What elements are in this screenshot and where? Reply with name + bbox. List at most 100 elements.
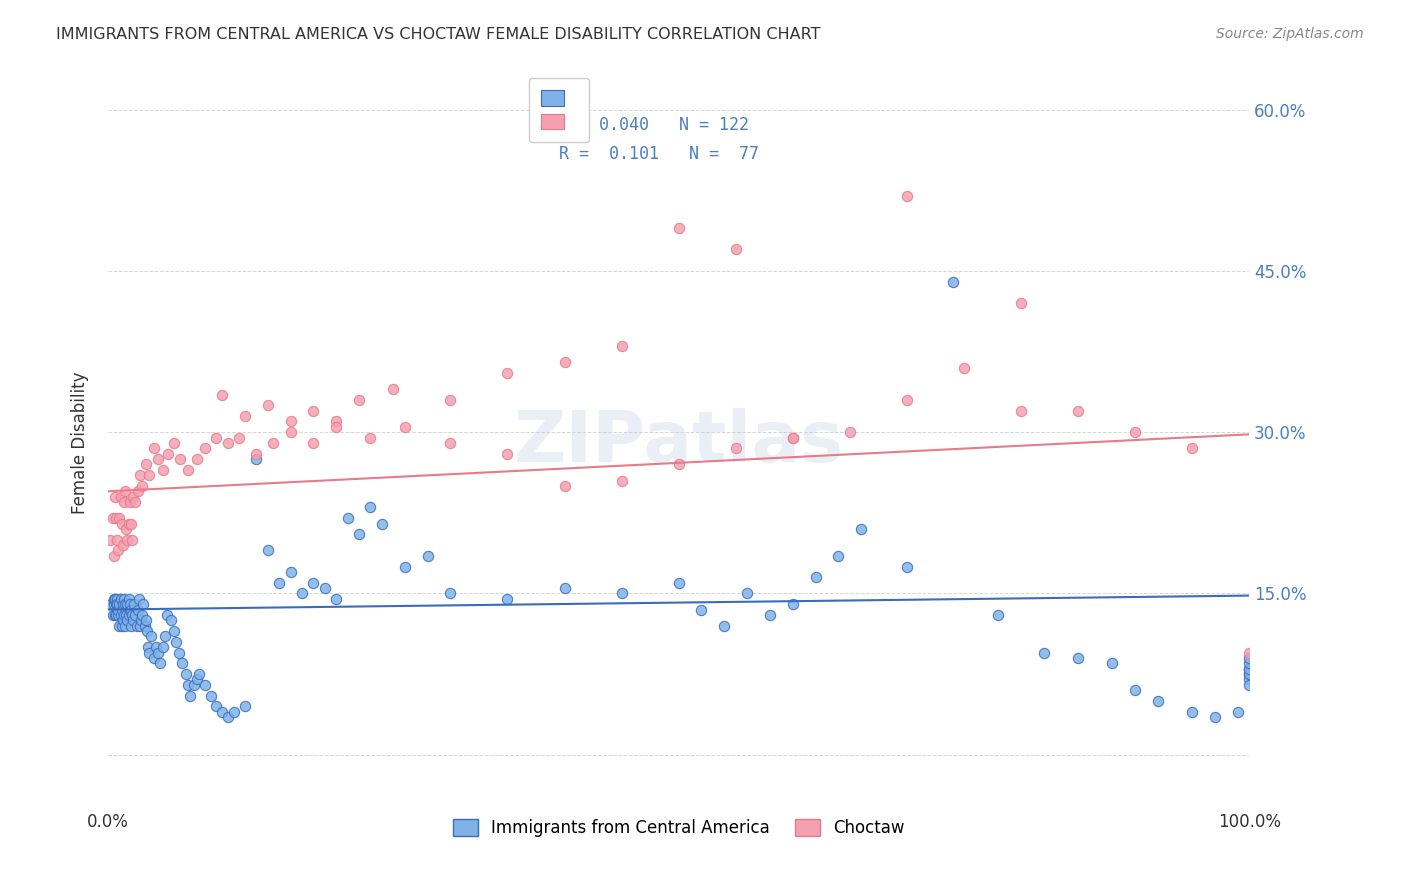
Point — [131, 607, 153, 622]
Point — [129, 468, 152, 483]
Point — [896, 559, 918, 574]
Point — [177, 678, 200, 692]
Point — [129, 618, 152, 632]
Point — [610, 474, 633, 488]
Point — [1181, 705, 1204, 719]
Point — [186, 673, 208, 687]
Point — [394, 419, 416, 434]
Point — [135, 624, 157, 638]
Point — [104, 597, 127, 611]
Point — [169, 452, 191, 467]
Point — [174, 667, 197, 681]
Point — [1010, 403, 1032, 417]
Point — [117, 607, 139, 622]
Point — [610, 586, 633, 600]
Point — [953, 360, 976, 375]
Point — [138, 468, 160, 483]
Point — [118, 495, 141, 509]
Point — [194, 678, 217, 692]
Point — [105, 597, 128, 611]
Point — [782, 431, 804, 445]
Point — [177, 463, 200, 477]
Point — [222, 705, 245, 719]
Point — [1123, 425, 1146, 440]
Point — [211, 705, 233, 719]
Point — [122, 597, 145, 611]
Point — [1239, 678, 1261, 692]
Point — [188, 667, 211, 681]
Point — [217, 436, 239, 450]
Y-axis label: Female Disability: Female Disability — [72, 372, 89, 514]
Point — [782, 597, 804, 611]
Point — [100, 597, 122, 611]
Point — [134, 618, 156, 632]
Point — [103, 597, 125, 611]
Point — [127, 602, 149, 616]
Point — [135, 613, 157, 627]
Point — [114, 597, 136, 611]
Point — [382, 382, 405, 396]
Point — [1181, 442, 1204, 456]
Point — [233, 699, 256, 714]
Point — [111, 613, 134, 627]
Point — [110, 490, 132, 504]
Point — [131, 479, 153, 493]
Point — [280, 565, 302, 579]
Point — [217, 710, 239, 724]
Point — [117, 591, 139, 606]
Text: Source: ZipAtlas.com: Source: ZipAtlas.com — [1216, 27, 1364, 41]
Point — [129, 613, 152, 627]
Point — [553, 355, 575, 369]
Point — [245, 452, 267, 467]
Point — [1239, 657, 1261, 671]
Point — [157, 447, 180, 461]
Point — [360, 500, 382, 515]
Point — [439, 586, 461, 600]
Point — [291, 586, 314, 600]
Point — [104, 607, 127, 622]
Point — [128, 591, 150, 606]
Point — [104, 591, 127, 606]
Point — [827, 549, 849, 563]
Point — [1239, 651, 1261, 665]
Point — [107, 543, 129, 558]
Point — [205, 699, 228, 714]
Point — [302, 575, 325, 590]
Point — [1204, 710, 1226, 724]
Point — [115, 607, 138, 622]
Point — [121, 607, 143, 622]
Point — [105, 533, 128, 547]
Point — [553, 479, 575, 493]
Point — [153, 630, 176, 644]
Point — [120, 516, 142, 531]
Point — [121, 533, 143, 547]
Point — [439, 392, 461, 407]
Point — [200, 689, 222, 703]
Point — [103, 549, 125, 563]
Point — [156, 607, 179, 622]
Point — [1239, 667, 1261, 681]
Point — [101, 511, 124, 525]
Point — [1226, 705, 1249, 719]
Point — [148, 452, 170, 467]
Point — [256, 398, 278, 412]
Point — [280, 414, 302, 428]
Point — [724, 243, 747, 257]
Point — [105, 591, 128, 606]
Point — [302, 403, 325, 417]
Point — [280, 425, 302, 440]
Point — [152, 640, 174, 655]
Point — [141, 630, 163, 644]
Point — [1123, 683, 1146, 698]
Text: R =  0.101   N =  77: R = 0.101 N = 77 — [558, 145, 759, 163]
Point — [122, 490, 145, 504]
Point — [896, 188, 918, 202]
Point — [163, 436, 186, 450]
Point — [163, 624, 186, 638]
Point — [107, 602, 129, 616]
Point — [360, 431, 382, 445]
Point — [132, 597, 155, 611]
Point — [167, 646, 190, 660]
Point — [124, 495, 146, 509]
Point — [107, 607, 129, 622]
